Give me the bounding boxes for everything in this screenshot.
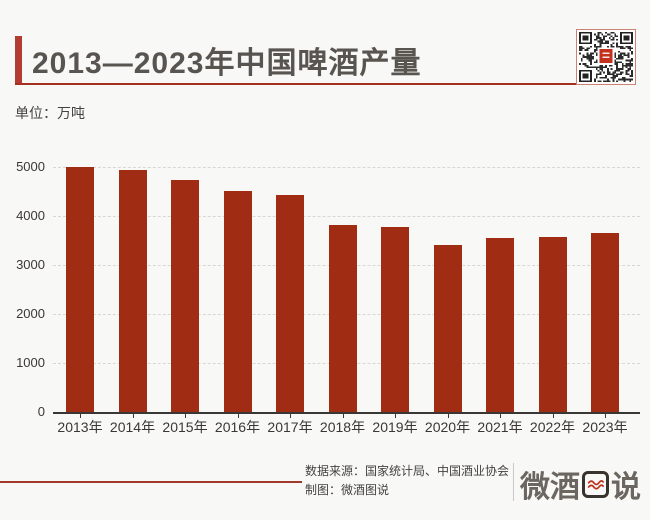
x-tick-label-2018年: 2018年 [319,419,366,435]
gridline-5000 [53,167,640,168]
x-axis-tick [552,414,554,418]
bar-2016年 [223,191,252,412]
plot-area [53,167,640,414]
bar-2022年 [538,237,567,412]
x-tick-label-2016年: 2016年 [214,419,261,435]
x-tick-label-2017年: 2017年 [267,419,313,435]
x-axis-tick [605,414,606,418]
footer-vertical-divider [513,463,514,501]
logo-text-after: 说 [611,471,641,504]
x-tick-label-2019年: 2019年 [372,419,418,435]
footer-rule [0,481,302,483]
bar-2020年 [433,245,462,412]
x-axis-tick [500,414,501,418]
bar-2018年 [328,225,357,412]
bar-2017年 [276,195,304,412]
title-underline [15,83,576,85]
red-waves-icon [582,470,609,498]
footer-text-block: 数据来源：国家统计局、中国酒业协会 制图：微酒图说 [305,462,509,500]
x-axis-tick [395,414,396,418]
x-axis-tick [447,414,449,418]
x-axis-tick [237,414,239,418]
x-axis-tick [132,414,134,418]
bar-2019年 [381,227,409,412]
y-tick-label-0: 0 [37,404,45,419]
logo-text-before: 微酒 [520,471,580,504]
data-source-text: 数据来源：国家统计局、中国酒业协会 [305,464,510,478]
x-tick-label-2022年: 2022年 [529,419,576,435]
x-axis-tick [80,414,81,418]
bar-2023年 [591,233,619,412]
x-tick-label-2023年: 2023年 [582,419,628,435]
y-tick-label-4000: 4000 [16,208,45,223]
y-tick-label-3000: 3000 [16,257,45,272]
gridline-4000 [53,216,640,217]
y-tick-label-5000: 5000 [16,159,45,174]
x-tick-label-2021年: 2021年 [477,419,523,435]
qr-code-icon [576,29,636,85]
unit-label: 单位：万吨 [15,105,85,121]
x-axis-tick [342,414,344,418]
bar-2013年 [66,167,94,412]
credit-text: 制图：微酒图说 [305,483,390,497]
y-tick-label-2000: 2000 [16,306,45,321]
page-title: 2013—2023年中国啤酒产量 [32,46,422,80]
x-tick-label-2015年: 2015年 [162,419,208,435]
x-axis-tick [290,414,291,418]
title-accent-bar [15,36,22,83]
x-axis-tick [185,414,186,418]
bar-2014年 [118,170,147,412]
logo: 微酒 说 [520,464,641,504]
bar-2021年 [486,238,514,412]
x-tick-label-2014年: 2014年 [109,419,156,435]
bar-2015年 [171,180,199,412]
x-tick-label-2013年: 2013年 [57,419,103,435]
title-block: 2013—2023年中国啤酒产量 [15,36,421,83]
x-tick-label-2020年: 2020年 [424,419,471,435]
y-tick-label-1000: 1000 [16,355,45,370]
